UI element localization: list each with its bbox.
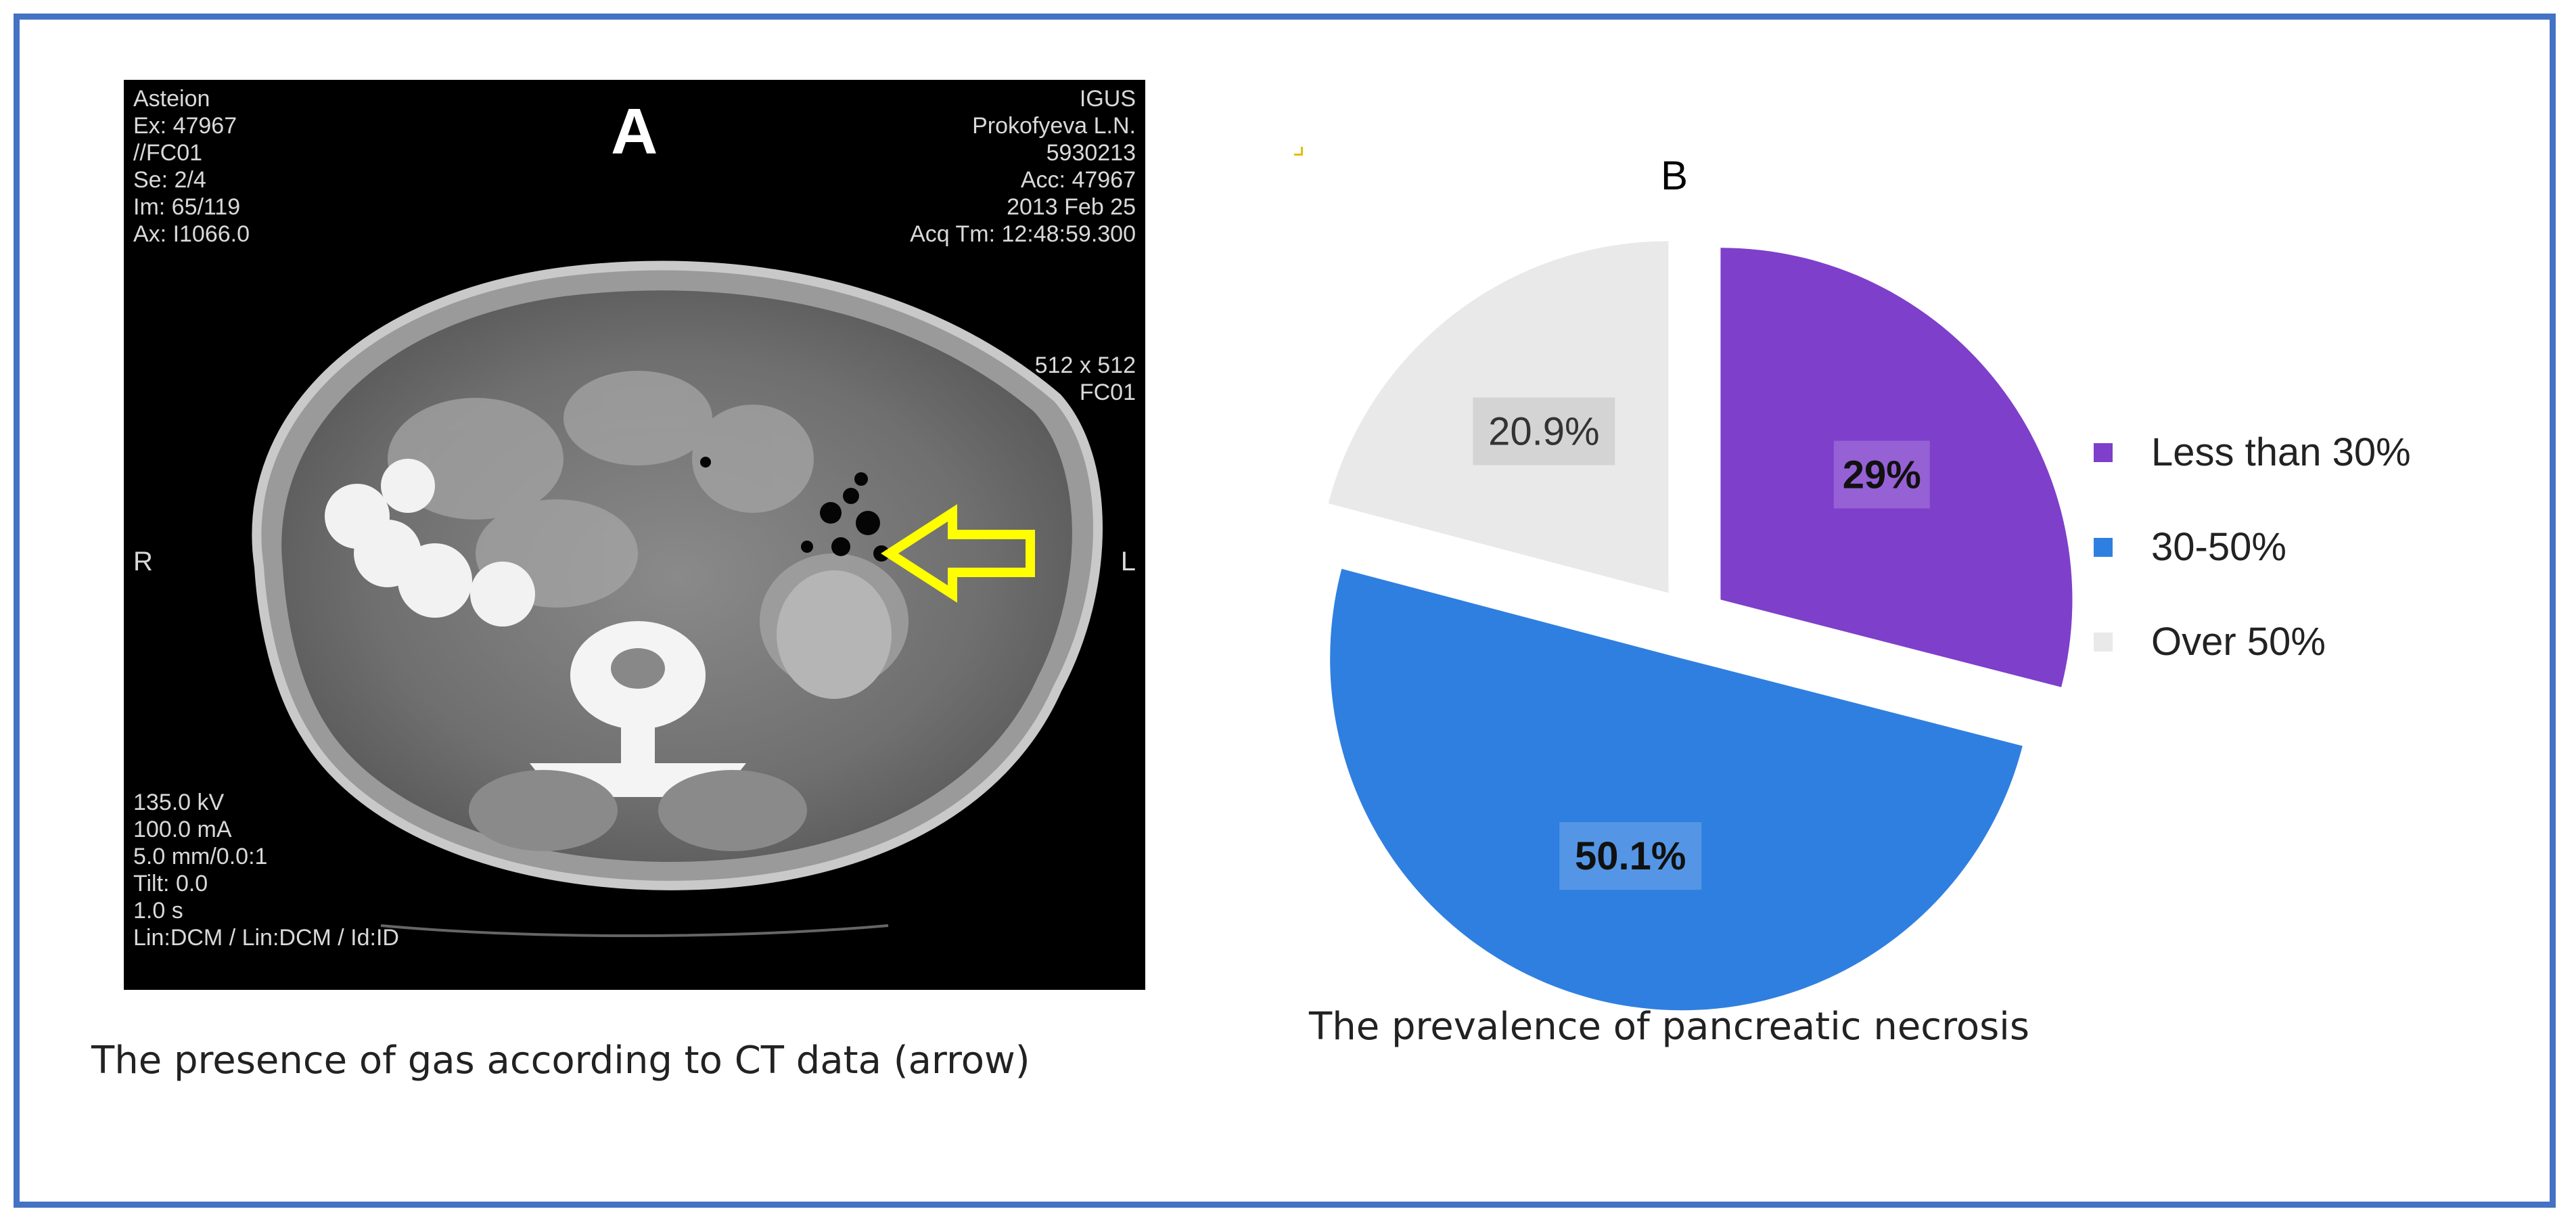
pie-data-label-0: 29% <box>1843 453 1921 497</box>
pie-label-box-2 <box>1473 397 1615 465</box>
vertebral-canal <box>611 648 665 689</box>
pie-slice-1 <box>1330 568 2023 1011</box>
legend-label: Over 50% <box>2151 620 2326 664</box>
ct-overlay-line: Ex: 47967 <box>133 113 237 139</box>
corner-mark <box>1294 147 1303 156</box>
ct-overlay-line: //FC01 <box>133 140 203 166</box>
ct-overlay-line: FC01 <box>1079 380 1136 405</box>
gas-arrow <box>881 504 1035 603</box>
back-muscles <box>469 770 807 851</box>
legend-label: Less than 30% <box>2151 430 2411 474</box>
ct-overlay-line: Tilt: 0.0 <box>133 871 208 896</box>
legend-swatch <box>2094 633 2113 652</box>
ct-overlay-line: 1.0 s <box>133 898 183 924</box>
ct-overlay-line: Im: 65/119 <box>133 194 241 220</box>
gas-pockets <box>700 457 890 562</box>
ct-side-marker-right: L <box>1120 547 1136 576</box>
pie-data-label-2: 20.9% <box>1488 410 1599 454</box>
ct-overlay-line: IGUS <box>1079 86 1136 112</box>
pie-label-box-1 <box>1559 822 1702 890</box>
ct-overlay-top-right: IGUS Prokofyeva L.N. 5930213 Acc: 47967 … <box>910 85 1136 248</box>
scanner-table-line <box>380 924 889 937</box>
panel-a-letter: A <box>611 95 658 168</box>
figure-frame <box>14 14 2556 1208</box>
chart-caption: The prevalence of pancreatic necrosis <box>1309 1005 2030 1049</box>
chart-title: B <box>1661 153 1688 198</box>
ct-scan-image: Asteion Ex: 47967 //FC01 Se: 2/4 Im: 65/… <box>124 80 1145 990</box>
pie-slice-0 <box>1720 248 2073 687</box>
pie-label-box-0 <box>1833 440 1930 509</box>
ct-overlay-line: Acq Tm: 12:48:59.300 <box>910 221 1136 247</box>
ct-side-marker-left: R <box>133 547 153 576</box>
ct-overlay-line: 135.0 kV <box>133 790 225 815</box>
ct-overlay-line: Asteion <box>133 86 210 112</box>
panel-a-caption: The presence of gas according to CT data… <box>91 1039 1030 1083</box>
kidney <box>777 570 892 699</box>
ct-scan-graphic <box>252 260 1103 937</box>
ct-overlay-mid-right: 512 x 512 FC01 <box>1035 352 1136 406</box>
ct-overlay-line: 512 x 512 <box>1034 353 1136 378</box>
ct-overlay-bottom-left: 135.0 kV 100.0 mA 5.0 mm/0.0:1 Tilt: 0.0… <box>133 789 399 951</box>
legend-swatch <box>2094 443 2113 462</box>
ct-overlay-line: Acc: 47967 <box>1020 167 1136 193</box>
legend-swatch <box>2094 538 2113 557</box>
pie-data-label-1: 50.1% <box>1575 834 1686 878</box>
legend-label: 30-50% <box>2151 525 2286 569</box>
ct-overlay-line: Ax: I1066.0 <box>133 221 250 247</box>
ct-overlay-top-left: Asteion Ex: 47967 //FC01 Se: 2/4 Im: 65/… <box>133 85 250 248</box>
ct-overlay-line: 5930213 <box>1046 140 1136 166</box>
ct-overlay-line: Se: 2/4 <box>133 167 206 193</box>
ct-overlay-line: 5.0 mm/0.0:1 <box>133 844 268 869</box>
ct-overlay-line: 100.0 mA <box>133 817 232 842</box>
ct-overlay-line: Prokofyeva L.N. <box>972 113 1136 139</box>
contrast-loops <box>325 459 535 627</box>
ct-overlay-line: 2013 Feb 25 <box>1007 194 1136 220</box>
ct-overlay-line: Lin:DCM / Lin:DCM / Id:ID <box>133 925 399 951</box>
